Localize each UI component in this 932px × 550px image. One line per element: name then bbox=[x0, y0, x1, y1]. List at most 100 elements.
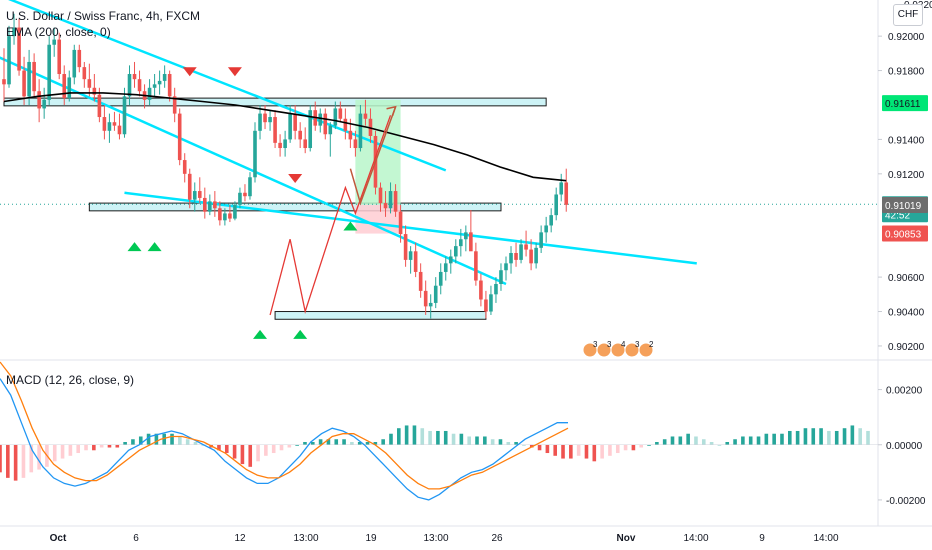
macd-histogram-bar bbox=[170, 433, 174, 445]
macd-histogram-bar bbox=[819, 428, 823, 445]
sell-marker bbox=[288, 174, 303, 183]
signal-line bbox=[0, 361, 569, 490]
candle-body bbox=[413, 251, 418, 272]
macd-histogram-bar bbox=[389, 433, 393, 445]
macd-histogram-bar bbox=[662, 439, 667, 445]
ema-legend: EMA (200, close, 0) bbox=[6, 25, 111, 39]
macd-histogram-bar bbox=[443, 430, 448, 445]
macd-histogram-bar bbox=[553, 444, 558, 456]
price-badge-label: 0.91019 bbox=[885, 201, 922, 212]
candle-body bbox=[152, 84, 157, 88]
macd-histogram-bar bbox=[76, 444, 80, 454]
macd-histogram-bar bbox=[717, 444, 722, 446]
macd-histogram-bar bbox=[647, 444, 651, 446]
macd-histogram-bar bbox=[795, 430, 800, 445]
candle-body bbox=[162, 74, 167, 81]
macd-histogram-bar bbox=[483, 436, 487, 445]
macd-histogram-bar bbox=[701, 439, 706, 445]
candle-body bbox=[499, 270, 503, 284]
candle-body bbox=[308, 110, 313, 149]
macd-histogram-bar bbox=[522, 444, 526, 446]
candle-body bbox=[137, 79, 142, 92]
candle-body bbox=[248, 177, 252, 197]
event-count: 3 bbox=[635, 340, 640, 349]
event-count: 4 bbox=[621, 340, 626, 349]
candle-body bbox=[192, 191, 197, 200]
candle-body bbox=[37, 91, 41, 109]
time-axis-label: 14:00 bbox=[683, 533, 708, 544]
candle-body bbox=[238, 192, 242, 205]
macd-histogram-bar bbox=[21, 444, 26, 478]
macd-histogram-bar bbox=[655, 442, 659, 445]
candle-body bbox=[479, 280, 483, 300]
macd-histogram-bar bbox=[678, 436, 683, 445]
macd-histogram-bar bbox=[318, 439, 323, 445]
candle-body bbox=[529, 249, 533, 264]
candle-body bbox=[554, 194, 558, 216]
macd-histogram-bar bbox=[670, 436, 675, 445]
macd-histogram-bar bbox=[615, 444, 620, 454]
candle-body bbox=[318, 113, 323, 126]
macd-tick-label: -0.00200 bbox=[886, 496, 926, 507]
macd-histogram-bar bbox=[185, 439, 190, 445]
candle-body bbox=[62, 74, 67, 99]
candle-body bbox=[218, 208, 222, 221]
macd-histogram-bar bbox=[733, 439, 737, 445]
macd-histogram-bar bbox=[741, 436, 745, 445]
price-badge bbox=[882, 95, 928, 112]
currency-selector[interactable]: CHF bbox=[893, 4, 923, 26]
macd-histogram-bar bbox=[13, 444, 18, 481]
macd-histogram-bar bbox=[178, 436, 182, 445]
time-axis-label: 13:00 bbox=[423, 533, 448, 544]
candle-body bbox=[484, 299, 488, 312]
macd-histogram-bar bbox=[694, 436, 698, 445]
macd-histogram-bar bbox=[623, 444, 628, 451]
price-tick-label: 0.90600 bbox=[888, 273, 925, 284]
macd-histogram-bar bbox=[756, 436, 761, 445]
macd-histogram-bar bbox=[827, 430, 831, 445]
candle-body bbox=[132, 74, 137, 80]
candle-body bbox=[233, 204, 237, 219]
candle-body bbox=[494, 283, 498, 295]
candle-body bbox=[82, 67, 87, 80]
price-badge bbox=[882, 225, 928, 242]
time-axis-label: 26 bbox=[491, 533, 503, 544]
macd-histogram-bar bbox=[569, 444, 573, 459]
candle-body bbox=[2, 79, 6, 85]
price-tick-label: 0.91400 bbox=[888, 135, 925, 146]
macd-histogram-bar bbox=[303, 442, 307, 445]
macd-histogram-bar bbox=[397, 428, 401, 445]
macd-histogram-bar bbox=[686, 433, 690, 445]
macd-histogram-bar bbox=[193, 442, 198, 445]
candle-body bbox=[454, 246, 458, 257]
macd-histogram-bar bbox=[154, 433, 159, 445]
macd-histogram-bar bbox=[240, 444, 245, 465]
candle-body bbox=[443, 263, 448, 272]
macd-histogram-bar bbox=[600, 444, 604, 459]
macd-histogram-bar bbox=[342, 439, 346, 445]
candle-body bbox=[208, 201, 212, 212]
macd-histogram-bar bbox=[780, 433, 784, 445]
macd-histogram-bar bbox=[287, 444, 292, 448]
sr-zone-3 bbox=[274, 311, 487, 320]
macd-histogram-bar bbox=[248, 444, 253, 467]
candle-body bbox=[67, 77, 72, 99]
macd-histogram-bar bbox=[490, 439, 495, 445]
time-axis-label: 14:00 bbox=[813, 533, 838, 544]
time-axis-label: 19 bbox=[365, 533, 377, 544]
symbol-title: U.S. Dollar / Swiss Franc, 4h, FXCM bbox=[6, 9, 201, 23]
macd-histogram-bar bbox=[428, 430, 432, 445]
macd-histogram-bar bbox=[467, 436, 471, 445]
macd-histogram-bar bbox=[373, 442, 378, 445]
candle-body bbox=[428, 302, 433, 307]
macd-histogram-bar bbox=[561, 444, 565, 459]
candle-body bbox=[539, 232, 543, 248]
macd-histogram-bar bbox=[60, 444, 65, 459]
candle-body bbox=[7, 36, 11, 85]
candle-body bbox=[228, 213, 232, 219]
event-count: 3 bbox=[607, 340, 612, 349]
event-count: 2 bbox=[649, 340, 654, 349]
macd-histogram-bar bbox=[834, 430, 839, 445]
macd-histogram-bar bbox=[592, 444, 597, 462]
